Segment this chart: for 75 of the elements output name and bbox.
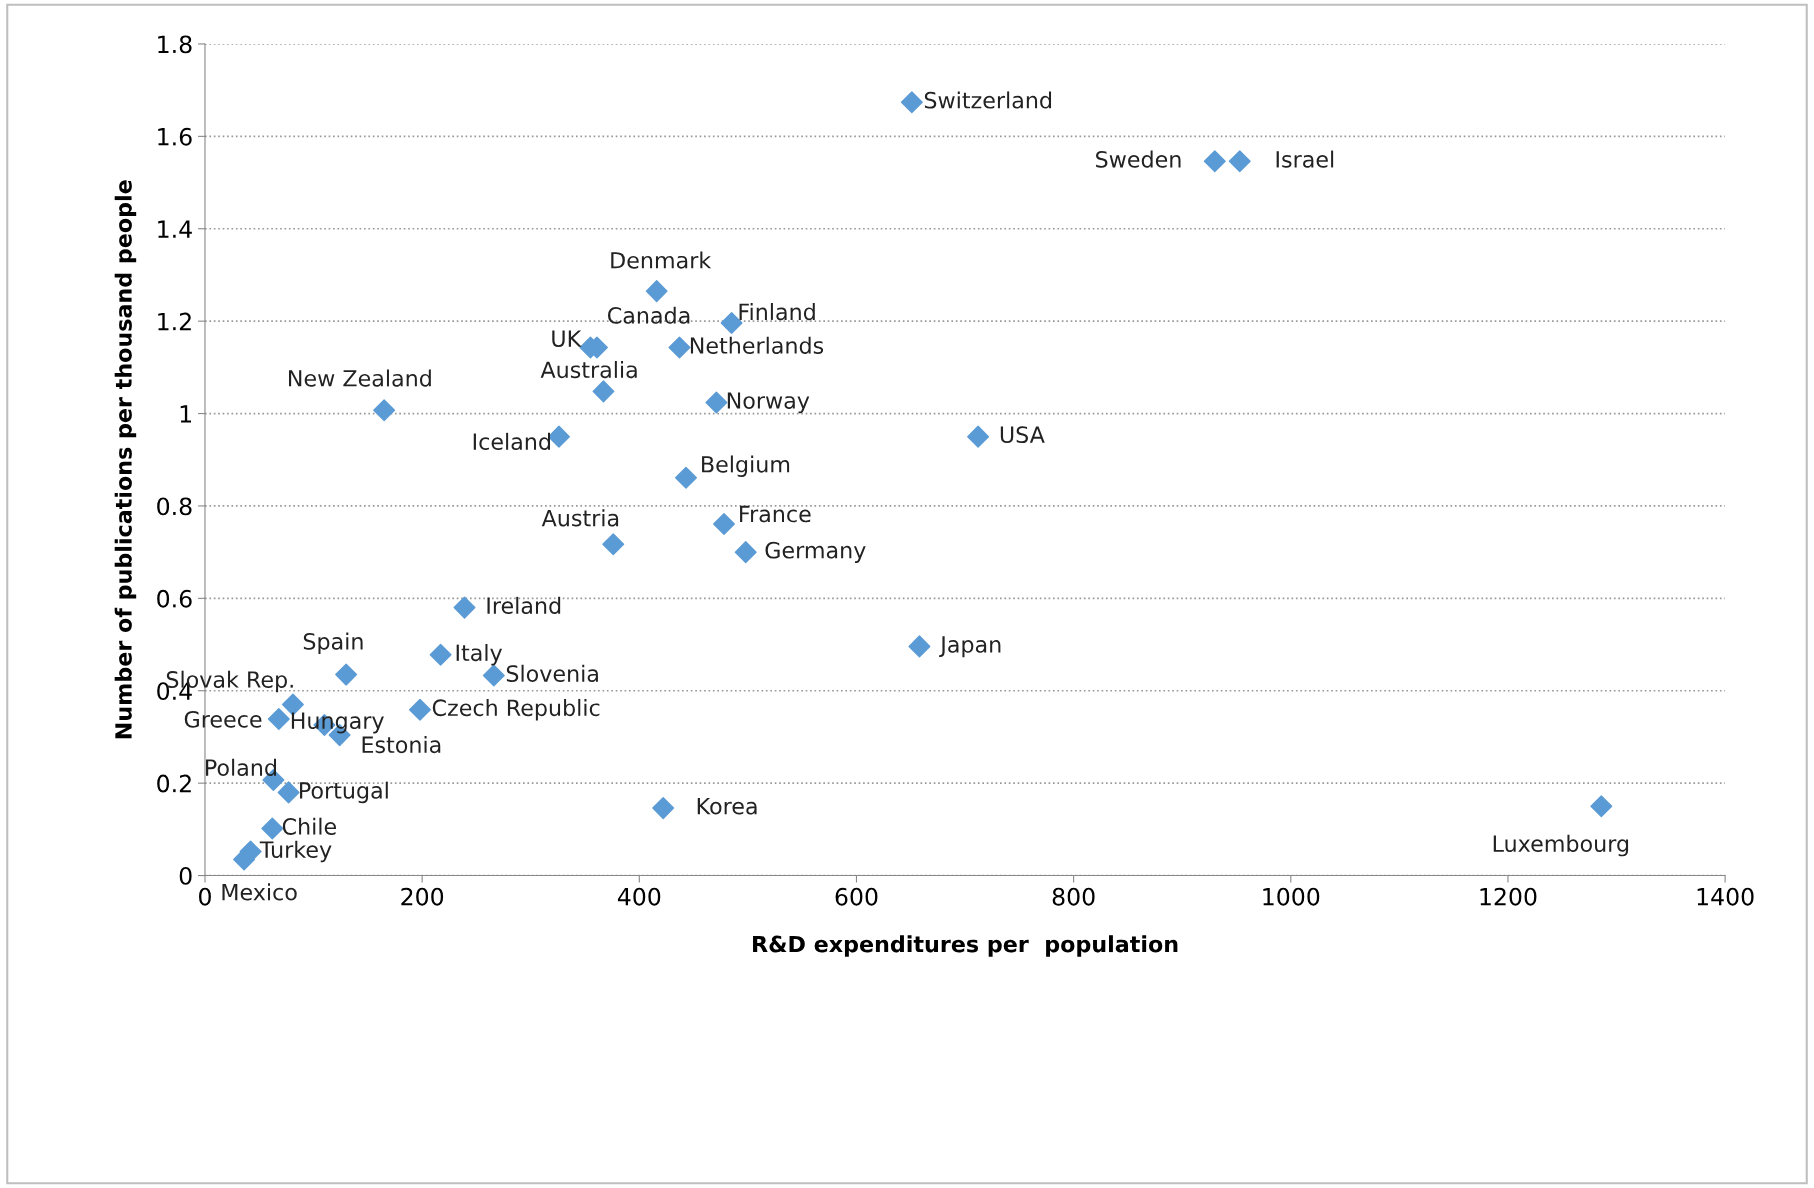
x-tick-label: 1400	[1697, 887, 1754, 906]
annotation: Poland	[206, 758, 276, 776]
point	[713, 512, 735, 535]
annotation: Belgium	[702, 455, 790, 477]
annotation: Luxembourg	[1493, 834, 1629, 857]
point	[705, 391, 728, 414]
annotation: Germany	[765, 541, 866, 563]
annotation: Norway	[727, 392, 810, 414]
point	[429, 643, 452, 666]
x-tick-label: 400	[617, 887, 661, 906]
annotation: Korea	[697, 798, 757, 815]
point	[908, 635, 931, 658]
point	[602, 533, 625, 556]
x-tick-label: 1000	[1263, 887, 1320, 906]
annotation: Chile	[282, 817, 336, 835]
point	[592, 380, 615, 403]
annotation: Portugal	[300, 781, 388, 804]
y-tick-label: 1.8	[158, 35, 192, 54]
y-axis-title: Number of publications per thousand people	[114, 180, 137, 739]
annotation: New Zealand	[289, 369, 431, 387]
y-tick-label: 0.6	[157, 589, 192, 608]
point	[652, 797, 675, 820]
y-tick-label: 0.2	[157, 774, 191, 793]
annotation: Spain	[303, 632, 363, 655]
annotation: Ireland	[487, 596, 561, 615]
annotation: Switzerland	[924, 91, 1052, 109]
annotation: Estonia	[362, 735, 441, 754]
annotation: Japan	[939, 636, 1001, 658]
point	[668, 336, 691, 359]
point	[408, 698, 431, 721]
x-tick-label: 800	[1052, 887, 1095, 906]
annotation: USA	[1000, 426, 1045, 444]
y-tick-label: 1.6	[158, 127, 192, 146]
y-tick-label: 0.8	[157, 497, 192, 516]
annotation: Sweden	[1096, 150, 1181, 168]
point	[734, 541, 757, 564]
annotation: Austria	[541, 509, 619, 527]
y-tick-label: 1.2	[158, 312, 191, 331]
point	[482, 664, 505, 687]
annotation: Mexico	[222, 883, 297, 901]
point	[967, 425, 990, 448]
x-axis-title: R&D expenditures per population	[753, 935, 1178, 957]
point	[267, 707, 290, 730]
annotation: Italy	[456, 643, 503, 666]
y-tick-label: 1.4	[158, 220, 192, 238]
point	[335, 663, 358, 686]
y-tick-label: 1	[180, 405, 191, 423]
annotation: UK	[552, 330, 582, 347]
annotation: Australia	[540, 360, 637, 379]
point	[261, 817, 284, 840]
x-tick-label: 600	[835, 887, 878, 906]
point	[675, 466, 697, 489]
annotation: Czech Republic	[432, 698, 600, 721]
point	[373, 399, 396, 422]
x-tick-label: 1200	[1480, 887, 1537, 906]
annotation: Slovenia	[506, 664, 598, 682]
x-tick-label: 200	[401, 887, 444, 906]
point	[1203, 150, 1226, 173]
y-tick-label: 0	[179, 867, 192, 885]
point	[277, 781, 300, 804]
annotation: Turkey	[259, 840, 332, 863]
point	[900, 91, 923, 114]
annotation: Finland	[739, 302, 815, 321]
annotation: Israel	[1276, 150, 1334, 168]
annotation: Denmark	[611, 251, 712, 269]
annotation: Canada	[607, 306, 690, 324]
point	[453, 596, 476, 619]
point	[645, 280, 668, 303]
annotation: Iceland	[473, 432, 550, 451]
annotation: Netherlands	[690, 336, 824, 354]
x-tick-label: 0	[199, 887, 211, 906]
annotation: France	[740, 505, 811, 523]
annotation: Greece	[184, 710, 262, 728]
point	[1228, 150, 1251, 173]
point	[1590, 795, 1613, 818]
